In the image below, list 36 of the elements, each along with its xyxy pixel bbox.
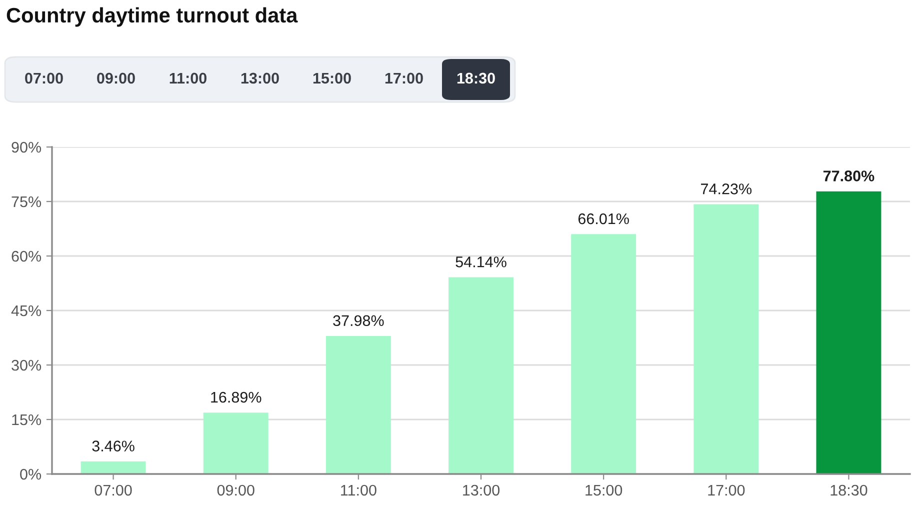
x-tick-label: 13:00 [463, 484, 500, 496]
data-label: 77.80% [823, 170, 874, 182]
bar [80, 461, 146, 474]
data-label: 66.01% [578, 213, 629, 224]
chart-title: Country daytime turnout data [6, 7, 298, 27]
bar [203, 412, 268, 474]
text: 07:00 [25, 72, 63, 84]
bar [448, 277, 514, 474]
y-tick-label: 45% [11, 305, 42, 316]
bar [571, 234, 636, 474]
text: 13:00 [241, 72, 279, 84]
y-tick-label: 15% [12, 414, 42, 426]
text: 18:30 [457, 72, 495, 84]
data-label: 16.89% [211, 392, 262, 403]
y-tick-label: 90% [12, 142, 42, 153]
text: 11:00 [170, 72, 206, 84]
data-label: 3.46% [92, 440, 134, 452]
data-label: 74.23% [701, 184, 752, 194]
text: 17:00 [385, 72, 423, 84]
x-tick-label: 07:00 [94, 484, 132, 496]
bar [326, 336, 391, 474]
bar [694, 204, 759, 474]
x-tick-label: 09:00 [217, 484, 254, 496]
data-label: 37.98% [333, 315, 384, 326]
y-tick-label: 30% [12, 360, 42, 371]
data-label: 54.14% [456, 256, 506, 268]
y-tick-label: 0% [20, 468, 42, 480]
x-tick-label: 17:00 [708, 484, 745, 496]
bar [816, 191, 882, 474]
text: 15:00 [313, 72, 351, 84]
x-tick-label: 11:00 [341, 484, 376, 496]
x-tick-label: 15:00 [586, 484, 622, 496]
y-tick-label: 75% [12, 196, 42, 208]
y-tick-label: 60% [12, 250, 42, 262]
text: 09:00 [97, 72, 135, 84]
x-tick-label: 18:30 [830, 484, 868, 496]
